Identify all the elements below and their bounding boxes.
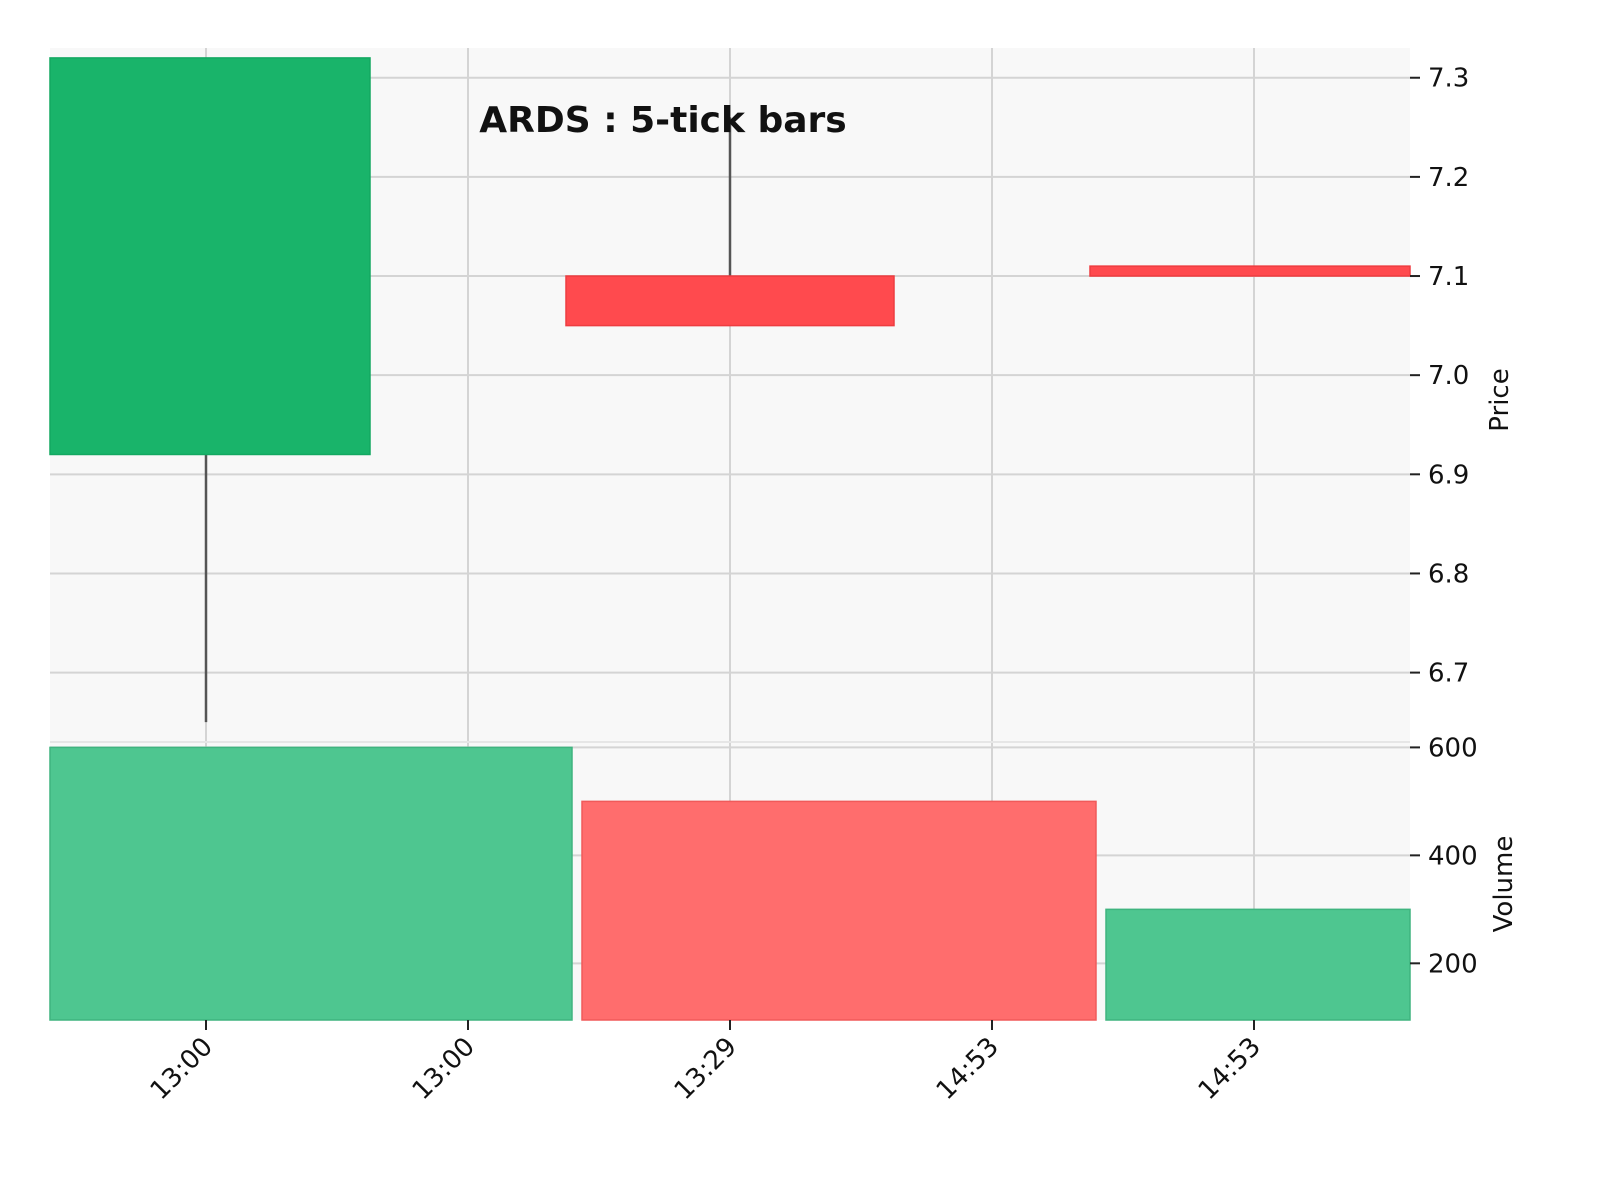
chart-title: ARDS : 5-tick bars	[479, 100, 846, 141]
x-tick-label: 13:29	[669, 1032, 743, 1106]
volume-axis-label: Volume	[1489, 836, 1519, 933]
price-tick-label: 6.9	[1428, 460, 1469, 490]
price-tick-label: 7.2	[1428, 163, 1469, 193]
x-tick-label: 14:53	[931, 1032, 1005, 1106]
volume-bars	[49, 746, 1411, 1021]
volume-bar	[581, 800, 1097, 1021]
candle-body	[49, 57, 371, 456]
price-tick-label: 7.3	[1428, 64, 1469, 94]
x-tick-label: 13:00	[145, 1032, 219, 1106]
price-axis-label: Price	[1485, 368, 1515, 431]
x-tick-label: 14:53	[1193, 1032, 1267, 1106]
price-tick-label: 6.8	[1428, 559, 1469, 589]
price-tick-label: 7.0	[1428, 361, 1469, 391]
candles	[49, 57, 1411, 723]
volume-tick-label: 600	[1428, 733, 1478, 763]
price-tick-label: 6.7	[1428, 659, 1469, 689]
volume-bar	[49, 746, 573, 1021]
volume-bar	[1105, 908, 1411, 1021]
volume-tick-label: 200	[1428, 949, 1478, 979]
candle-body	[565, 275, 895, 327]
price-tick-label: 7.1	[1428, 262, 1469, 292]
volume-tick-label: 400	[1428, 841, 1478, 871]
candle-body	[1089, 265, 1411, 277]
x-tick-label: 13:00	[407, 1032, 481, 1106]
